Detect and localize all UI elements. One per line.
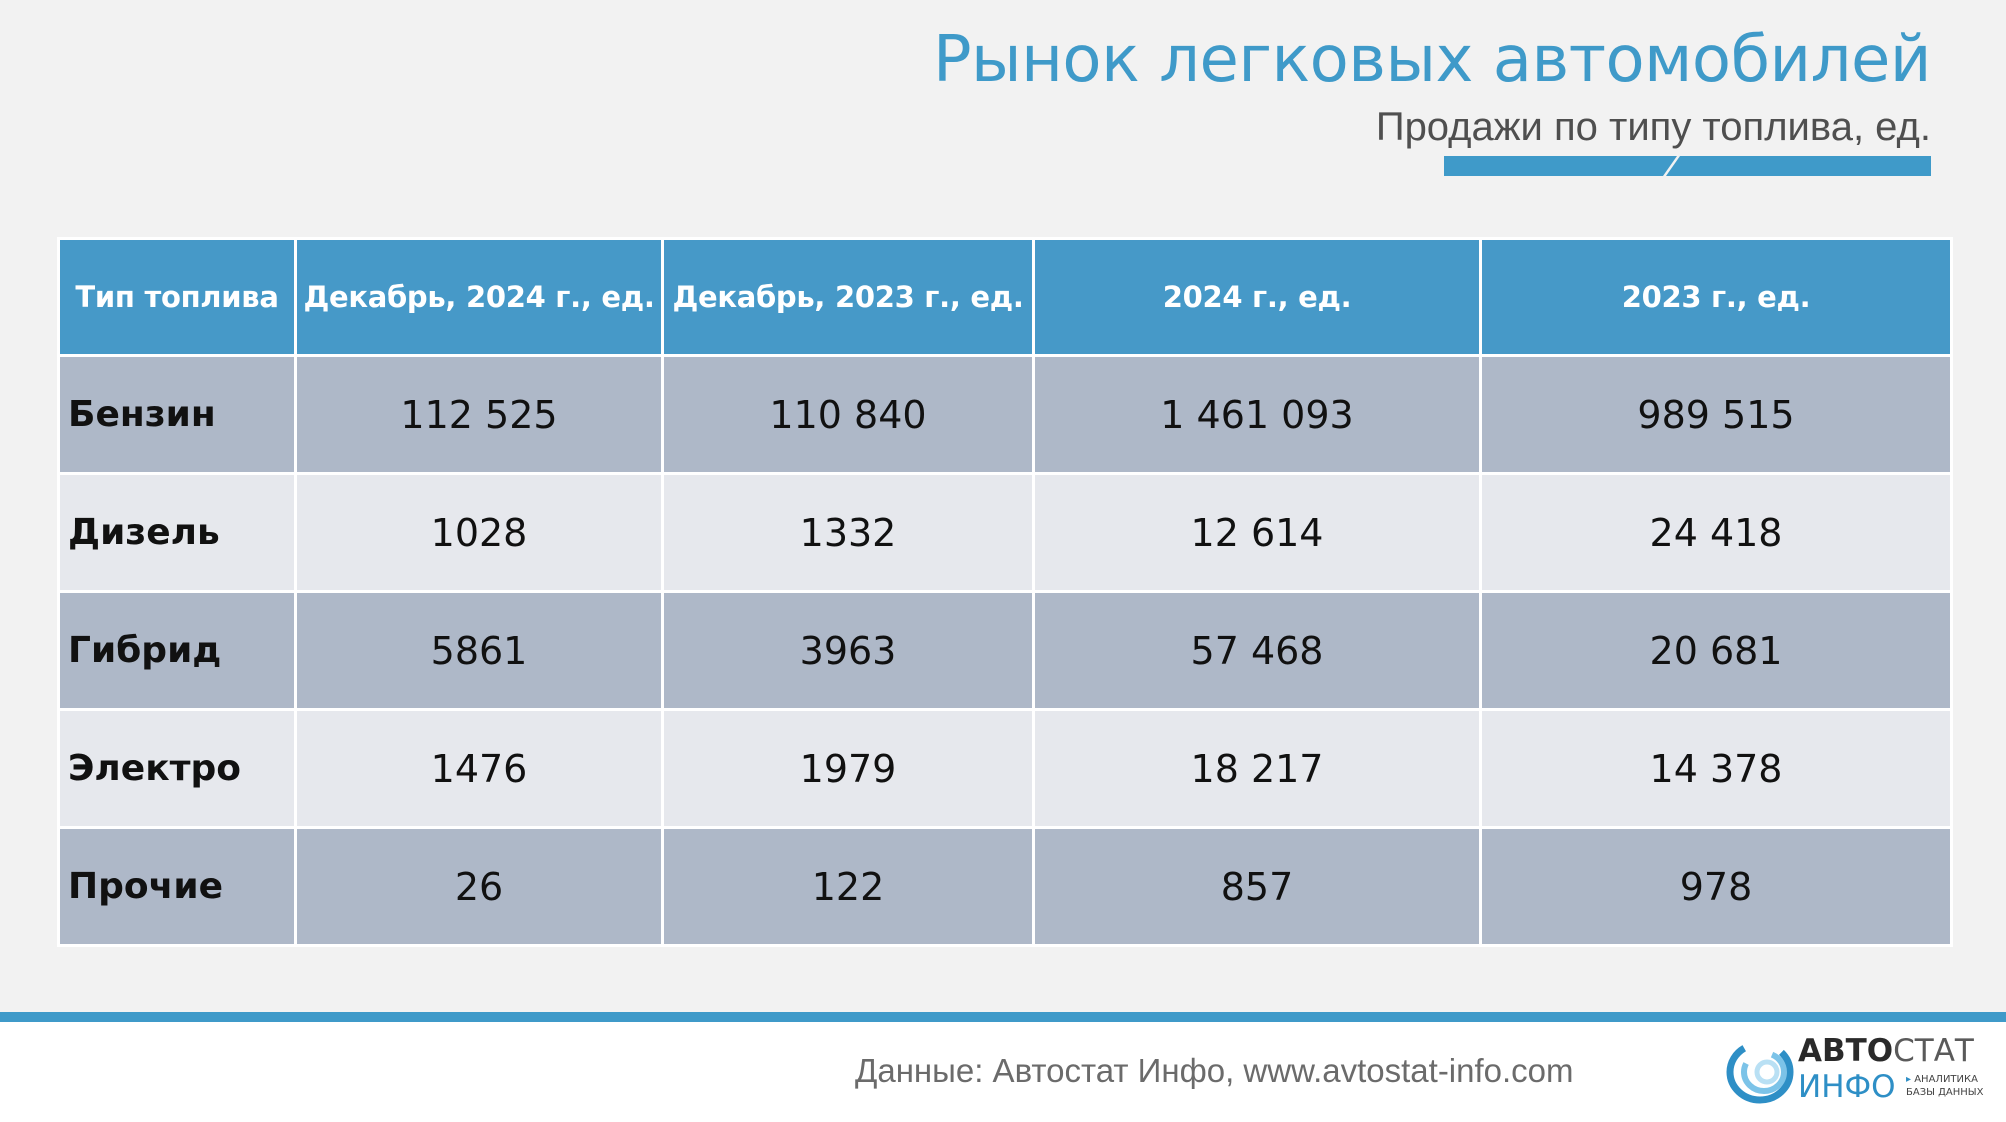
cell-year-2024: 57 468	[1032, 590, 1482, 711]
row-label: Прочие	[57, 826, 297, 947]
table-row: Бензин 112 525 110 840 1 461 093 989 515	[57, 354, 1953, 475]
cell-year-2023: 989 515	[1479, 354, 1953, 475]
title-accent-bar	[1444, 156, 1931, 176]
cell-year-2023: 20 681	[1479, 590, 1953, 711]
page-subtitle: Продажи по типу топлива, ед.	[1375, 105, 1931, 149]
cell-year-2023: 14 378	[1479, 708, 1953, 829]
slide-body: Рынок легковых автомобилей Продажи по ти…	[0, 0, 2006, 1015]
cell-dec-2023: 122	[661, 826, 1035, 947]
column-header-year-2024: 2024 г., ед.	[1032, 237, 1482, 357]
table-row: Дизель 1028 1332 12 614 24 418	[57, 472, 1953, 593]
data-source-note: Данные: Автостат Инфо, www.avtostat-info…	[855, 1052, 1574, 1089]
table-row: Гибрид 5861 3963 57 468 20 681	[57, 590, 1953, 711]
cell-dec-2024: 1476	[294, 708, 664, 829]
cell-dec-2023: 1979	[661, 708, 1035, 829]
logo-tagline: ▸ АНАЛИТИКА БАЗЫ ДАННЫХ	[1906, 1074, 1984, 1098]
logo-wordmark-top: АВТОСТАТ	[1798, 1033, 1974, 1069]
cell-year-2024: 12 614	[1032, 472, 1482, 593]
cell-dec-2024: 112 525	[294, 354, 664, 475]
cell-dec-2023: 1332	[661, 472, 1035, 593]
avtostat-logo: АВТОСТАТ ИНФО ▸ АНАЛИТИКА БАЗЫ ДАННЫХ	[1720, 1030, 1984, 1110]
table-row: Электро 1476 1979 18 217 14 378	[57, 708, 1953, 829]
page-title: Рынок легковых автомобилей	[932, 23, 1932, 97]
row-label: Бензин	[57, 354, 297, 475]
cell-dec-2023: 110 840	[661, 354, 1035, 475]
cell-dec-2023: 3963	[661, 590, 1035, 711]
column-header-fuel-type: Тип топлива	[57, 237, 297, 357]
cell-year-2024: 18 217	[1032, 708, 1482, 829]
footer-divider	[0, 1012, 2006, 1022]
row-label: Гибрид	[57, 590, 297, 711]
row-label: Электро	[57, 708, 297, 829]
accent-bar-notch	[1662, 156, 1681, 176]
logo-swirl-icon	[1726, 1040, 1794, 1104]
cell-year-2024: 857	[1032, 826, 1482, 947]
cell-year-2023: 24 418	[1479, 472, 1953, 593]
column-header-dec-2023: Декабрь, 2023 г., ед.	[661, 237, 1035, 357]
cell-dec-2024: 1028	[294, 472, 664, 593]
cell-year-2024: 1 461 093	[1032, 354, 1482, 475]
slide-header: Рынок легковых автомобилей Продажи по ти…	[932, 20, 1932, 152]
cell-dec-2024: 26	[294, 826, 664, 947]
column-header-year-2023: 2023 г., ед.	[1479, 237, 1953, 357]
row-label: Дизель	[57, 472, 297, 593]
cell-dec-2024: 5861	[294, 590, 664, 711]
table-header-row: Тип топлива Декабрь, 2024 г., ед. Декабр…	[57, 237, 1953, 357]
table-row: Прочие 26 122 857 978	[57, 826, 1953, 947]
column-header-dec-2024: Декабрь, 2024 г., ед.	[294, 237, 664, 357]
cell-year-2023: 978	[1479, 826, 1953, 947]
fuel-sales-table: Тип топлива Декабрь, 2024 г., ед. Декабр…	[57, 237, 1953, 947]
logo-wordmark-bottom: ИНФО	[1798, 1069, 1896, 1105]
